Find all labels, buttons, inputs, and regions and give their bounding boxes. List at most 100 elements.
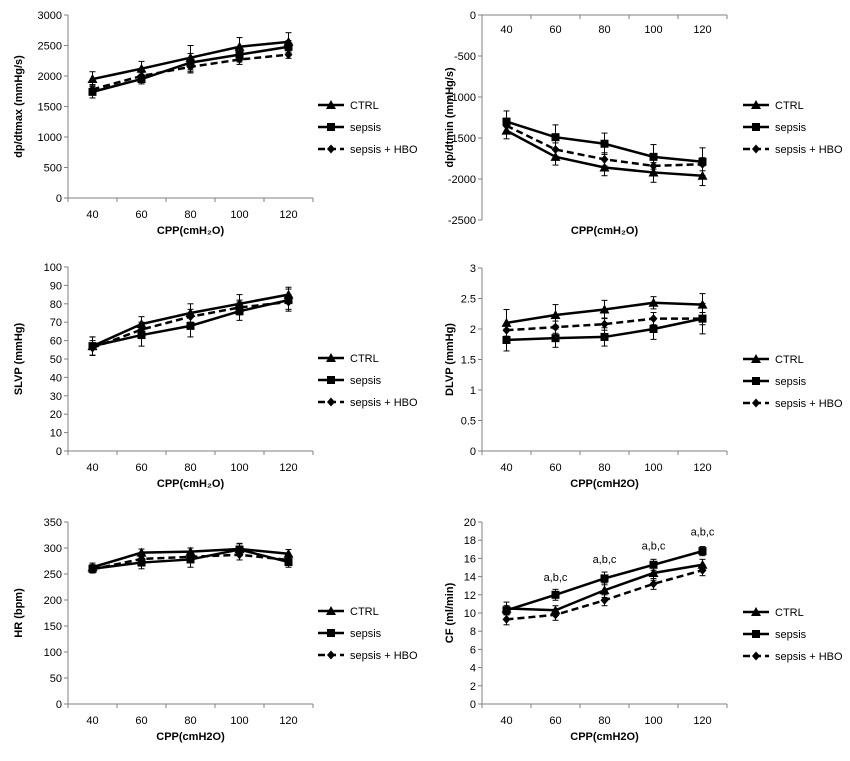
legend-label: sepsis + HBO [350,144,418,156]
y-axis-title: HR (bpm) [13,588,25,638]
legend-entry: CTRL [743,354,804,366]
y-tick-label: 20 [464,517,476,529]
y-axis-title: SLVP (mmHg) [13,323,25,396]
chart-panel-2: -2500 -2000 -1500 -1000 -500 0 40 60 80 100 120 CPP… [444,10,843,237]
series-diamond [502,312,707,337]
significance-annotation: a,b,c [642,540,666,552]
y-tick-label: 20 [50,409,62,421]
x-tick-label: 120 [693,715,711,727]
data-point [649,152,658,161]
legend-entry: CTRL [318,606,379,618]
data-point [137,71,146,81]
data-point [284,297,293,307]
legend-label: CTRL [350,606,379,618]
y-tick-label: 250 [44,569,62,581]
y-tick-label: 70 [50,317,62,329]
x-tick-label: 80 [598,24,610,36]
legend-marker [326,353,336,362]
legend-marker [752,630,760,638]
y-tick-label: 10 [50,428,62,440]
legend-label: sepsis [350,375,382,387]
y-tick-label: 80 [50,299,62,311]
x-tick-label: 80 [184,209,196,221]
legend-label: sepsis [350,628,382,640]
data-point [600,319,609,329]
y-tick-label: -500 [454,51,476,63]
y-tick-label: 2000 [38,71,62,83]
y-tick-label: 0 [470,446,476,458]
y-tick-label: -1500 [448,133,476,145]
legend-label: sepsis [350,122,382,134]
series-diamond [88,294,293,356]
data-point [551,590,560,599]
y-tick-label: 1500 [38,102,62,114]
y-tick-label: 0.5 [461,416,476,428]
x-axis-title: CPP(cmH2O) [156,731,225,743]
series-diamond [88,549,293,574]
y-tick-label: 14 [464,572,476,584]
data-point [235,302,244,312]
y-tick-label: 2 [470,681,476,693]
legend-label: sepsis + HBO [775,144,843,156]
data-point [649,579,658,589]
legend-marker [752,123,760,131]
data-point [600,139,609,148]
legend-entry: sepsis [743,629,807,641]
legend-marker [752,651,760,661]
series-triangle [501,558,708,616]
x-tick-label: 40 [500,462,512,474]
x-tick-label: 60 [549,715,561,727]
y-tick-label: 90 [50,280,62,292]
data-point [551,322,560,332]
x-tick-label: 80 [598,462,610,474]
x-tick-label: 60 [135,462,147,474]
series-diamond [502,118,707,173]
data-point [186,312,195,322]
legend-entry: CTRL [318,100,379,112]
legend-marker [751,354,761,363]
chart-panel-3: 0 10 20 30 40 50 60 70 80 90 100 40 60 80 100 120 CPP(cm… [13,262,418,490]
data-point [284,42,293,51]
y-tick-label: 18 [464,535,476,547]
data-point [599,304,610,314]
data-point [600,595,609,605]
data-point [698,314,707,324]
legend-entry: sepsis [318,122,382,134]
y-tick-label: 8 [470,626,476,638]
data-point [698,565,707,575]
data-point [649,161,658,171]
y-tick-label: 50 [50,673,62,685]
legend-label: sepsis + HBO [350,397,418,409]
series-diamond [502,564,707,626]
data-point [234,41,245,51]
y-tick-label: 0 [470,10,476,22]
data-point [284,50,293,60]
x-tick-label: 60 [549,462,561,474]
x-axis-title: CPP(cmH2O) [570,478,639,490]
y-tick-label: 300 [44,543,62,555]
legend-entry: sepsis + HBO [743,398,843,410]
y-tick-label: 0 [56,699,62,711]
y-axis-title: dp/dtmax (mmHg/s) [13,55,25,158]
y-tick-label: 60 [50,336,62,348]
x-tick-label: 40 [86,715,98,727]
x-axis-title: CPP(cmH₂O) [157,225,225,237]
legend-label: CTRL [775,100,804,112]
data-point [551,144,560,154]
data-point [137,325,146,335]
y-tick-label: 2.5 [461,294,476,306]
data-point [649,314,658,324]
significance-annotation: a,b,c [544,572,568,584]
y-tick-label: 2500 [38,41,62,53]
x-tick-label: 100 [230,209,248,221]
data-point [599,585,610,595]
x-tick-label: 80 [184,462,196,474]
y-tick-label: 0 [56,446,62,458]
y-tick-label: 3000 [38,10,62,22]
legend-marker [327,144,335,154]
data-point [502,121,511,131]
legend-entry: sepsis + HBO [743,144,843,156]
chart-panel-5: 0 50 100 150 200 250 300 350 40 60 80 100 120 CPP(cmH… [13,517,418,743]
x-tick-label: 40 [86,462,98,474]
data-point [186,321,195,330]
